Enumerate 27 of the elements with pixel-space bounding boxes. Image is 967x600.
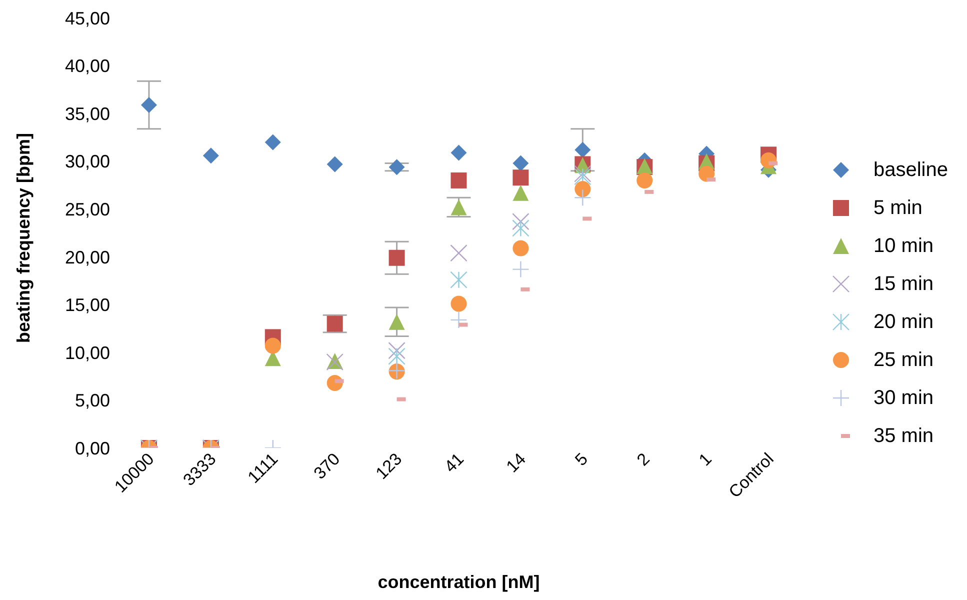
y-tick-label: 30,00 [64, 152, 110, 172]
x-tick-label: 14 [502, 449, 530, 476]
legend-label: 25 min [873, 348, 934, 372]
y-tick-label: 25,00 [64, 200, 110, 220]
x-tick-label: 41 [440, 449, 468, 476]
y-tick-label: 35,00 [64, 104, 110, 124]
legend-label: 5 min [873, 196, 922, 220]
y-tick-label: 20,00 [64, 247, 110, 268]
y-tick-label: 40,00 [64, 56, 110, 76]
y-tick-label: 15,00 [64, 295, 110, 316]
y-tick-label: 0,00 [74, 438, 110, 458]
legend-label: 20 min [873, 310, 934, 334]
y-tick-label: 5,00 [74, 390, 110, 411]
x-tick-label: 1 [695, 449, 716, 470]
legend-label: 35 min [873, 424, 934, 448]
x-tick-label: 370 [310, 449, 344, 483]
x-tick-label: 2 [633, 449, 654, 470]
y-tick-label: 45,00 [64, 8, 110, 28]
legend-label: 15 min [873, 272, 934, 296]
legend-label: 10 min [873, 234, 934, 258]
x-tick-label: 123 [372, 449, 406, 483]
legend-label: 30 min [873, 386, 934, 410]
y-tick-label: 10,00 [64, 342, 110, 363]
x-tick-label: 5 [571, 449, 592, 470]
y-axis-title: beating frequency [bpm] [13, 132, 34, 343]
x-axis-title: concentration [nM] [378, 572, 540, 592]
legend-label: baseline [873, 158, 948, 182]
